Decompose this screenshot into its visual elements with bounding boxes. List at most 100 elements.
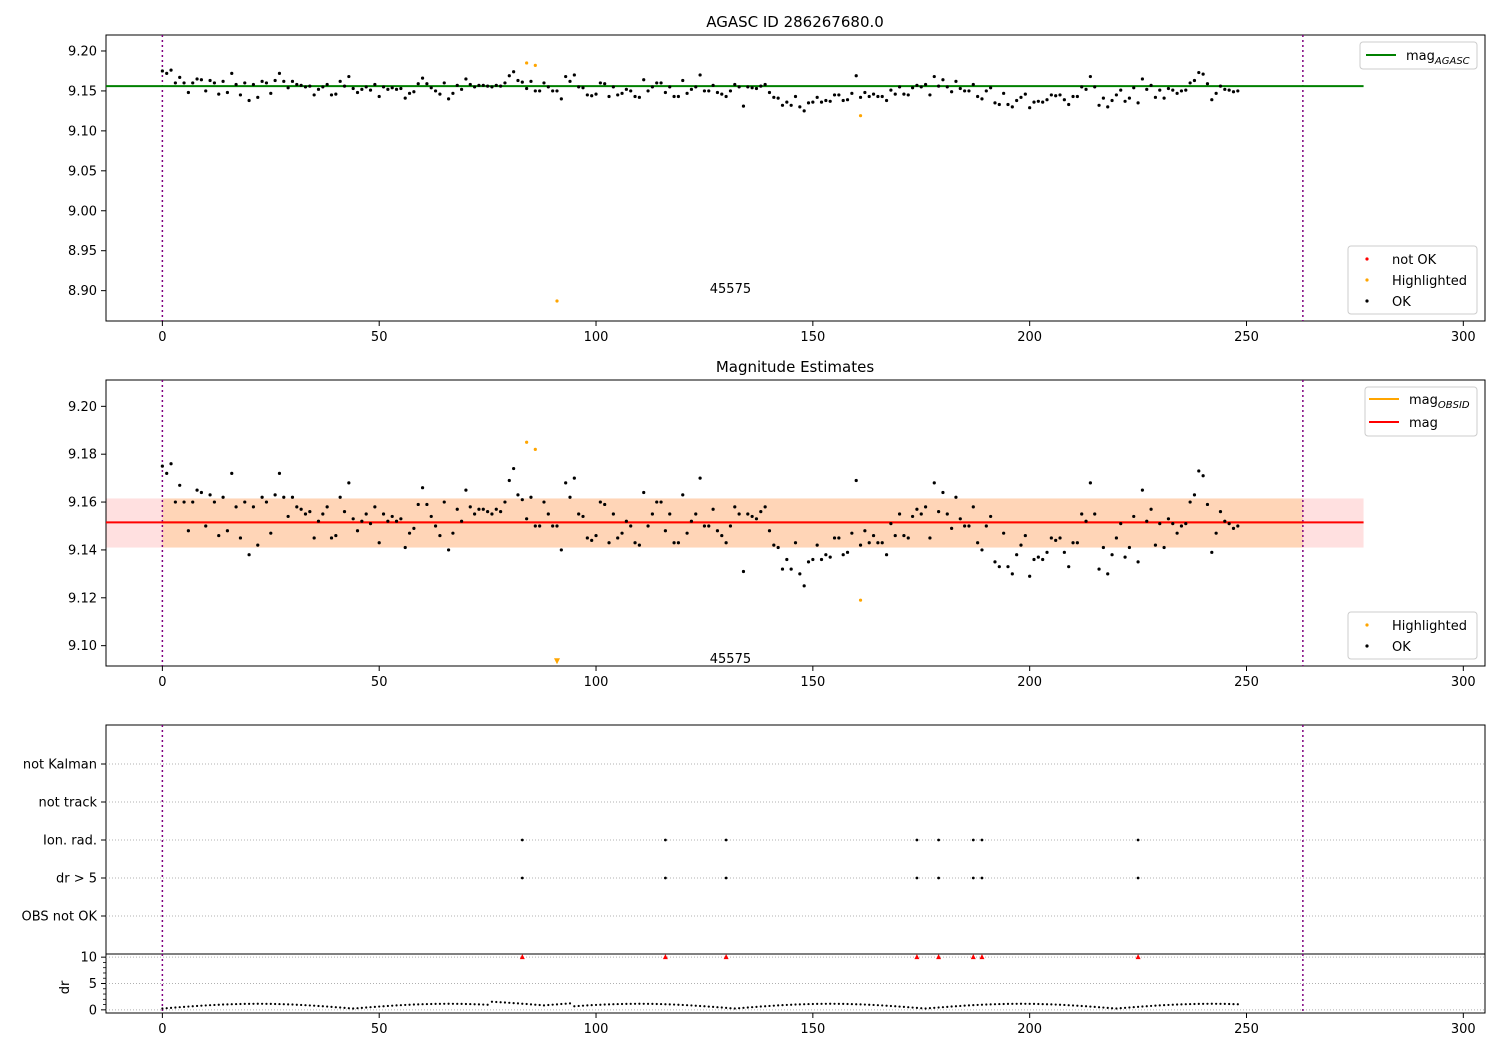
ok-point bbox=[321, 512, 325, 516]
ok-point bbox=[347, 74, 351, 79]
ok-point bbox=[360, 87, 364, 91]
ok-point bbox=[1110, 553, 1114, 557]
ok-point bbox=[772, 95, 776, 99]
ok-point bbox=[290, 495, 295, 499]
dr-point bbox=[230, 1003, 233, 1006]
ok-point bbox=[546, 512, 550, 516]
ok-point bbox=[932, 74, 936, 79]
dr-point bbox=[1215, 1002, 1218, 1005]
dr-point bbox=[1032, 1002, 1036, 1005]
ok-point bbox=[559, 97, 563, 101]
dr-point bbox=[1189, 1002, 1192, 1006]
ok-point bbox=[178, 75, 182, 79]
ok-point bbox=[503, 81, 507, 85]
dr-point bbox=[846, 1002, 849, 1006]
dr-point bbox=[169, 1006, 173, 1009]
ok-point bbox=[269, 531, 273, 535]
ok-point bbox=[902, 533, 906, 538]
ok-point bbox=[611, 512, 615, 516]
ok-point bbox=[481, 83, 485, 87]
x-tick-label: 0 bbox=[158, 330, 166, 345]
ok-point bbox=[902, 92, 906, 96]
ok-point bbox=[1210, 550, 1214, 554]
ok-point bbox=[308, 510, 312, 514]
dr-point bbox=[989, 1003, 992, 1006]
y-tick-label: 9.00 bbox=[68, 204, 97, 219]
ok-point bbox=[451, 531, 455, 535]
dr-point bbox=[833, 1002, 836, 1005]
ok-point bbox=[451, 91, 455, 95]
dr-point bbox=[486, 1003, 489, 1006]
ok-point bbox=[512, 70, 516, 74]
ok-point bbox=[923, 82, 928, 87]
ok-point bbox=[425, 502, 429, 507]
dr-point bbox=[902, 1005, 906, 1008]
ok-point bbox=[538, 89, 542, 93]
ok-point bbox=[173, 81, 177, 85]
dr-point bbox=[330, 1005, 333, 1008]
dr-point bbox=[469, 1002, 472, 1006]
dr-point bbox=[1171, 1003, 1174, 1006]
dr-point bbox=[408, 1003, 411, 1006]
flag-label: not Kalman bbox=[23, 758, 97, 773]
ok-point bbox=[247, 98, 251, 103]
ok-point bbox=[759, 84, 763, 88]
ok-point bbox=[793, 94, 798, 99]
ok-point bbox=[1010, 105, 1014, 109]
ok-point bbox=[277, 471, 282, 475]
ok-point bbox=[1140, 77, 1145, 81]
ok-point bbox=[433, 524, 438, 528]
ok-point bbox=[1201, 72, 1205, 76]
ok-point bbox=[230, 471, 234, 475]
ok-point bbox=[329, 536, 334, 540]
ok-point bbox=[980, 97, 984, 101]
panel-title-agasc: AGASC ID 286267680.0 bbox=[706, 13, 884, 31]
dr-point bbox=[629, 1002, 632, 1005]
ok-point bbox=[694, 512, 698, 516]
dr-point bbox=[1006, 1002, 1010, 1005]
ok-point bbox=[217, 533, 221, 538]
ok-point bbox=[412, 526, 416, 530]
ok-point bbox=[607, 94, 611, 99]
dr-point bbox=[586, 1004, 589, 1007]
dr-point bbox=[490, 1000, 494, 1003]
dr-point bbox=[1128, 1006, 1131, 1009]
ok-point bbox=[698, 476, 702, 480]
ok-point bbox=[468, 505, 472, 509]
dr-point bbox=[1102, 1006, 1105, 1009]
ok-point bbox=[381, 512, 386, 516]
y-tick-label: 9.20 bbox=[68, 44, 97, 59]
ok-point bbox=[989, 86, 993, 90]
ok-point bbox=[754, 517, 759, 521]
ok-point bbox=[1192, 493, 1197, 497]
ok-point bbox=[256, 543, 260, 547]
ok-point bbox=[264, 81, 269, 85]
ok-point bbox=[1101, 545, 1105, 550]
dr-point bbox=[915, 1006, 919, 1009]
ok-point bbox=[828, 555, 832, 559]
ok-point bbox=[668, 512, 672, 516]
ok-point bbox=[876, 94, 880, 99]
ok-point bbox=[780, 103, 785, 107]
ok-point bbox=[685, 531, 689, 535]
dr-point bbox=[417, 1003, 420, 1006]
ok-point bbox=[407, 531, 412, 535]
dr-point bbox=[226, 1003, 229, 1006]
dr-point bbox=[1163, 1004, 1166, 1007]
flag-point bbox=[1136, 838, 1140, 842]
ok-point bbox=[720, 533, 724, 538]
dr-point bbox=[191, 1005, 194, 1008]
ok-point bbox=[1010, 572, 1014, 576]
ok-point bbox=[824, 553, 828, 557]
dr-point bbox=[542, 1004, 546, 1007]
dr-point bbox=[685, 1004, 689, 1007]
ok-point bbox=[199, 78, 204, 82]
dr-point bbox=[898, 1005, 901, 1008]
ok-point bbox=[702, 524, 707, 528]
ok-point bbox=[312, 536, 316, 540]
ok-point bbox=[1084, 87, 1088, 91]
ok-point bbox=[204, 524, 208, 528]
ok-point bbox=[355, 529, 360, 533]
ok-point bbox=[1236, 524, 1240, 528]
dr-point bbox=[651, 1002, 654, 1005]
